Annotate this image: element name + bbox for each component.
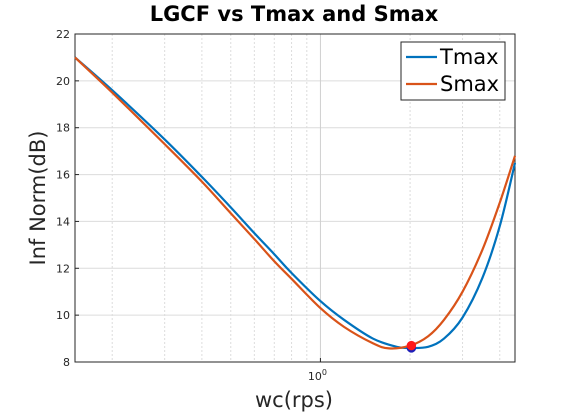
markers-group <box>407 341 415 352</box>
y-tick-label: 16 <box>56 169 70 182</box>
y-tick-label: 18 <box>56 122 70 135</box>
legend: Tmax Smax <box>401 42 505 100</box>
marker-smax <box>407 341 415 349</box>
y-tick-label: 10 <box>56 309 70 322</box>
legend-label-smax: Smax <box>440 72 499 96</box>
y-tick-label: 14 <box>56 215 70 228</box>
y-tick-label: 8 <box>63 356 70 369</box>
legend-label-tmax: Tmax <box>439 45 499 69</box>
y-tick-label: 20 <box>56 75 70 88</box>
chart-title: LGCF vs Tmax and Smax <box>150 2 439 26</box>
y-tick-label: 12 <box>56 262 70 275</box>
y-tick-label: 22 <box>56 28 70 41</box>
y-axis-label: Inf Norm(dB) <box>26 131 50 266</box>
x-axis-label: wc(rps) <box>255 388 333 412</box>
